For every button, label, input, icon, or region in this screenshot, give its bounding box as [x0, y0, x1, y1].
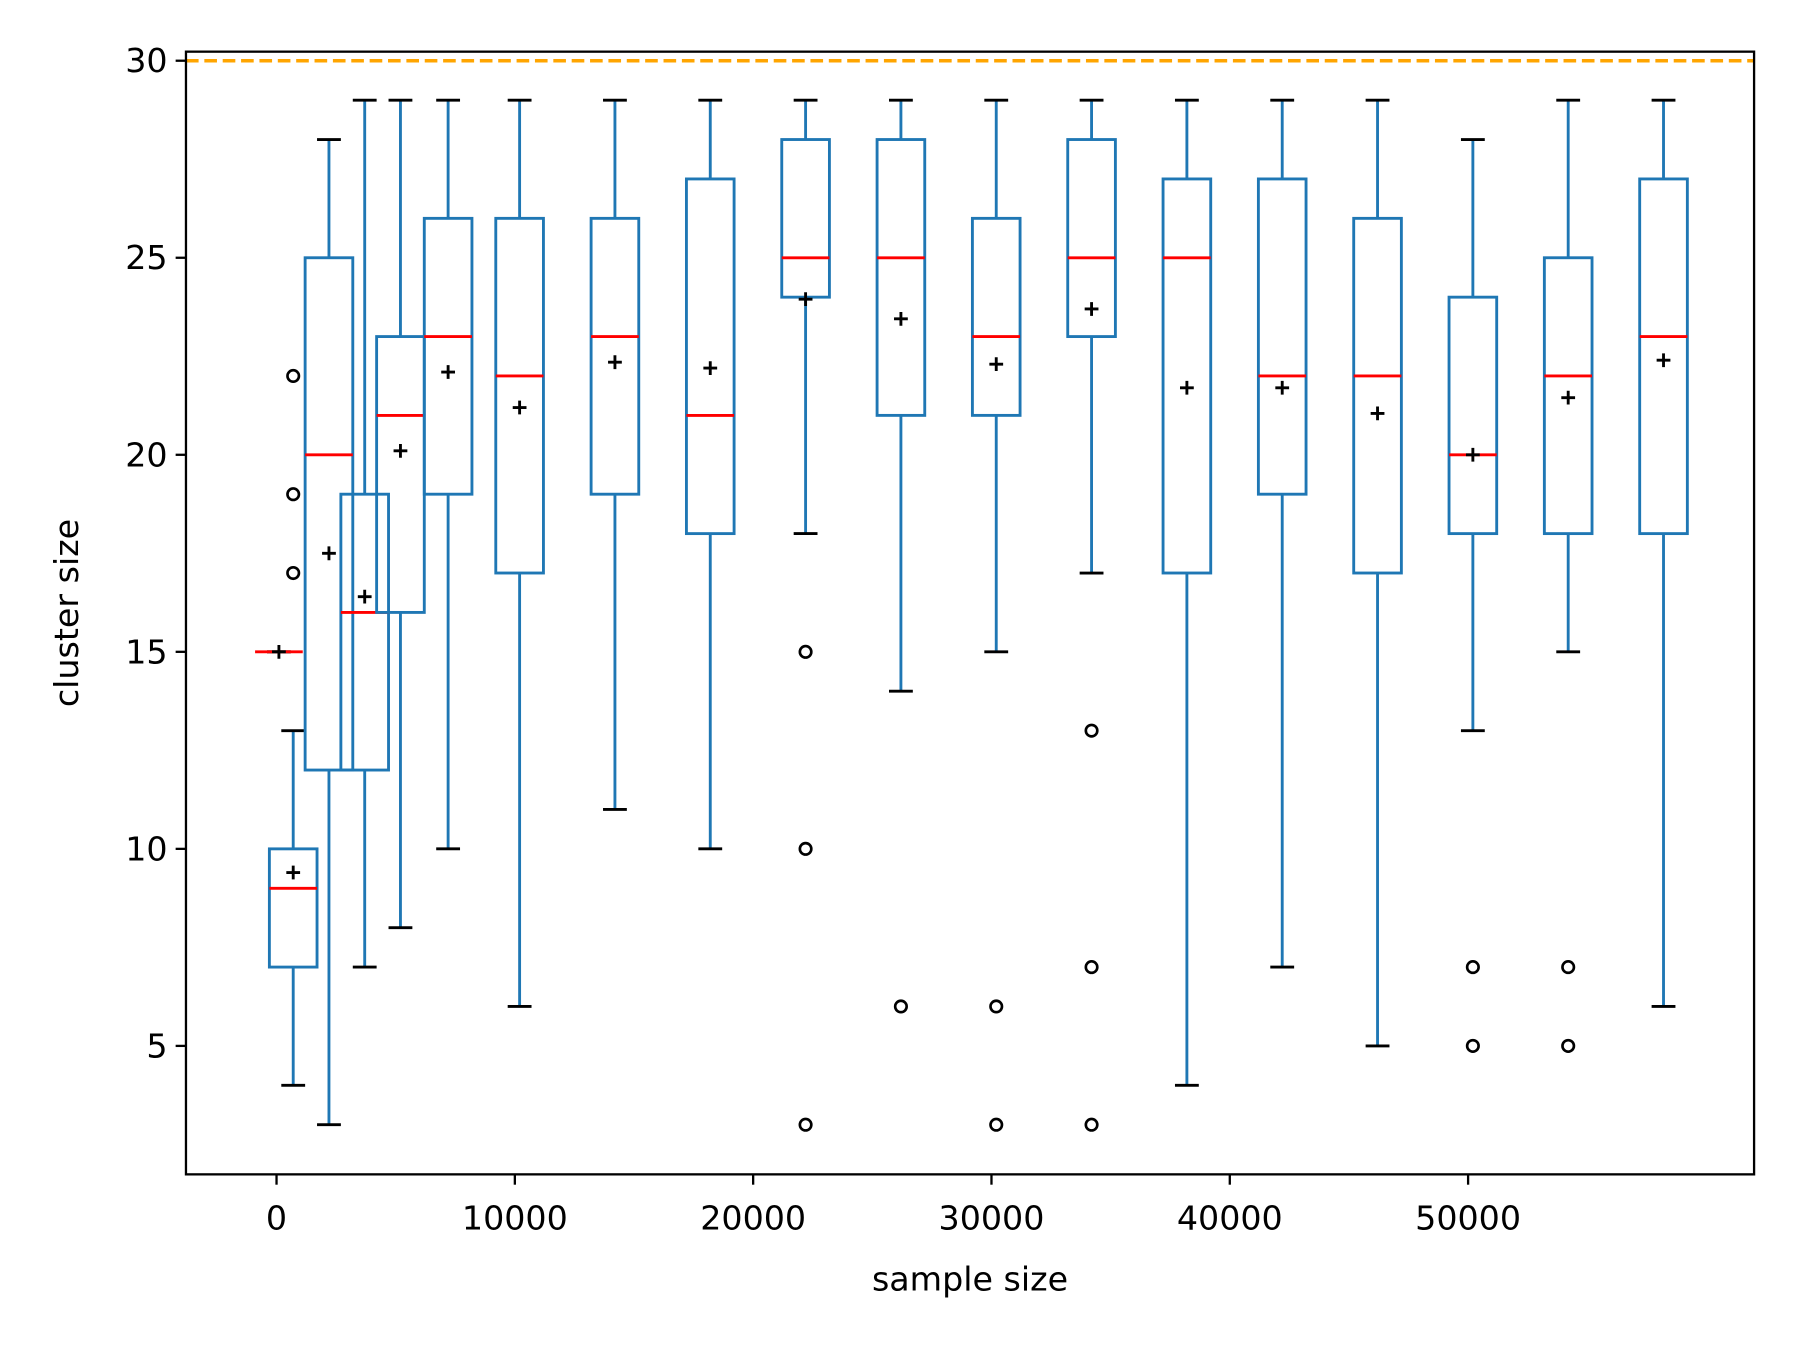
box — [1447, 295, 1499, 536]
box-16 — [1447, 138, 1499, 1053]
mean-marker — [357, 589, 372, 604]
box-8 — [684, 98, 736, 851]
x-axis: 0 10000 20000 30000 40000 50000 — [266, 1174, 1521, 1237]
outlier-point — [989, 1117, 1004, 1132]
mean-marker — [798, 292, 813, 307]
y-tick-label: 30 — [125, 41, 167, 80]
outlier-point — [893, 999, 908, 1014]
x-tick-label: 40000 — [1177, 1198, 1283, 1237]
outlier-point — [989, 999, 1004, 1014]
outlier-point — [798, 841, 813, 856]
x-tick-label: 20000 — [700, 1198, 806, 1237]
outlier-point — [286, 368, 301, 384]
box — [589, 216, 641, 496]
y-tick-label: 15 — [125, 632, 167, 671]
box-11 — [970, 98, 1022, 1132]
outlier-point — [798, 1117, 813, 1132]
outlier-point — [1084, 960, 1099, 975]
box-13 — [1161, 98, 1213, 1087]
mean-marker — [441, 365, 456, 379]
box-0 — [255, 644, 303, 659]
mean-marker — [512, 400, 527, 415]
plot-area — [185, 58, 1755, 1132]
box — [684, 177, 736, 536]
outlier-point — [286, 487, 301, 502]
box — [422, 216, 474, 496]
mean-marker — [608, 355, 622, 370]
mean-marker — [272, 644, 286, 659]
box-17 — [1542, 98, 1594, 1053]
box-3 — [339, 98, 390, 969]
box — [1066, 138, 1117, 339]
box — [1352, 216, 1403, 575]
box-1 — [267, 368, 319, 1087]
x-tick-label: 30000 — [939, 1198, 1045, 1237]
box-18 — [1638, 98, 1689, 1008]
box — [1256, 177, 1308, 496]
mean-marker — [1561, 390, 1576, 405]
box-6 — [494, 98, 545, 1008]
outlier-point — [1465, 1038, 1480, 1053]
mean-marker — [393, 443, 408, 458]
box-4 — [375, 98, 426, 930]
mean-marker — [286, 865, 301, 880]
y-tick-label: 25 — [125, 238, 167, 277]
mean-marker — [1656, 353, 1671, 368]
x-tick-label: 50000 — [1415, 1198, 1521, 1237]
box — [339, 492, 390, 772]
box-14 — [1256, 98, 1308, 969]
mean-marker — [1084, 302, 1099, 316]
box — [1638, 177, 1689, 536]
box-2 — [303, 138, 355, 1127]
mean-marker — [1465, 447, 1480, 462]
outlier-point — [1465, 960, 1480, 975]
y-axis-label: cluster size — [47, 519, 86, 707]
y-tick-label: 10 — [125, 829, 167, 868]
axes-frame — [184, 50, 1756, 1176]
y-tick-label: 5 — [146, 1026, 167, 1065]
mean-marker — [1370, 406, 1385, 421]
mean-marker — [894, 311, 908, 326]
outlier-point — [1084, 723, 1099, 738]
box-5 — [422, 98, 474, 851]
box-15 — [1352, 98, 1403, 1048]
mean-marker — [989, 357, 1004, 372]
y-axis: 5 10 15 20 25 30 — [125, 41, 186, 1065]
mean-marker — [703, 361, 718, 375]
y-tick-label: 20 — [125, 435, 167, 474]
box — [875, 138, 927, 417]
x-tick-label: 0 — [266, 1198, 287, 1237]
box — [1161, 177, 1213, 575]
box — [970, 216, 1022, 417]
mean-marker — [322, 546, 336, 561]
box-12 — [1066, 98, 1117, 1132]
box — [780, 138, 831, 299]
outlier-point — [1561, 1038, 1576, 1053]
box — [1542, 256, 1594, 536]
box — [494, 216, 545, 575]
outlier-point — [286, 565, 301, 581]
outlier-point — [1084, 1117, 1099, 1132]
box — [303, 256, 355, 772]
mean-marker — [1179, 380, 1194, 395]
outlier-point — [1561, 960, 1576, 975]
x-tick-label: 10000 — [462, 1198, 568, 1237]
x-axis-label: sample size — [872, 1259, 1068, 1298]
box-9 — [780, 98, 831, 1132]
box — [267, 847, 319, 969]
outlier-point — [798, 644, 813, 659]
box — [375, 335, 426, 614]
mean-marker — [1275, 380, 1290, 395]
box-10 — [875, 98, 927, 1014]
box-7 — [589, 98, 641, 811]
